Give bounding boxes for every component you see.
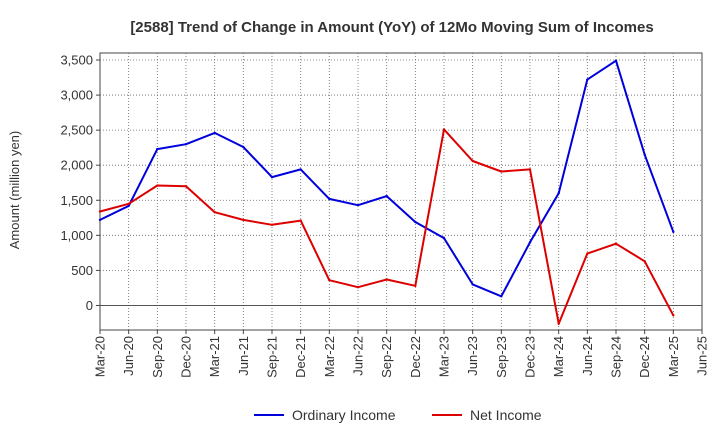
data-point	[528, 241, 532, 244]
data-point	[614, 242, 618, 245]
data-point	[643, 153, 646, 156]
x-tick-label: Sep-24	[609, 336, 624, 378]
y-tick-label: 0	[86, 298, 93, 313]
data-point	[242, 218, 245, 222]
plot-frame	[99, 52, 703, 331]
x-tick-label: Dec-24	[637, 336, 652, 378]
plot-area: 0 500 1,000 1,500 2,000 2,500 3,000 3,500 Mar-20…	[60, 52, 710, 378]
x-tick-label: Jun-20	[121, 336, 136, 376]
x-tick-label: Sep-21	[265, 336, 280, 378]
data-point	[356, 203, 360, 207]
x-tick-label: Dec-23	[523, 336, 538, 378]
data-point	[242, 145, 245, 149]
data-point	[184, 142, 188, 146]
y-axis-label: Amount (million yen)	[7, 131, 22, 250]
data-point	[385, 278, 388, 281]
data-point	[184, 185, 188, 188]
x-tick-label: Mar-23	[437, 336, 452, 377]
x-tick-label: Sep-23	[494, 336, 509, 378]
x-tick-label: Mar-24	[551, 336, 566, 377]
x-tick-label: Dec-22	[408, 336, 423, 378]
data-point	[328, 197, 331, 201]
data-point	[414, 220, 417, 224]
data-point	[156, 147, 159, 151]
data-point	[643, 260, 646, 263]
x-tick-label: Jun-23	[465, 336, 480, 376]
legend-label: Net Income	[470, 407, 542, 423]
data-point	[586, 252, 589, 255]
chart-title: [2588] Trend of Change in Amount (YoY) o…	[130, 19, 653, 36]
data-point	[385, 194, 388, 198]
y-tick-label: 1,000	[60, 228, 93, 243]
data-point	[156, 184, 159, 187]
x-tick-label: Mar-25	[666, 336, 681, 377]
data-point	[471, 283, 474, 286]
x-tick-label: Mar-21	[207, 336, 222, 377]
x-tick-label: Dec-21	[293, 336, 308, 378]
data-point	[356, 286, 360, 289]
data-point	[270, 175, 274, 179]
data-point	[299, 219, 302, 222]
y-tick-label: 3,000	[60, 88, 93, 103]
data-point	[557, 192, 560, 195]
data-point	[672, 314, 675, 317]
data-point	[442, 236, 446, 240]
x-tick-label: Jun-21	[236, 336, 251, 376]
y-tick-label: 3,500	[60, 53, 93, 68]
data-point	[500, 170, 503, 173]
data-point	[127, 204, 130, 208]
x-tick-label: Mar-20	[93, 336, 108, 377]
data-point	[213, 131, 216, 135]
data-point	[270, 223, 274, 227]
data-point	[213, 210, 216, 214]
y-tick-label: 500	[71, 263, 93, 278]
x-tick-label: Sep-22	[379, 336, 394, 378]
data-point	[414, 284, 417, 288]
legend: Ordinary Income Net Income	[254, 407, 542, 423]
x-tick-label: Sep-20	[150, 336, 165, 378]
x-tick-label: Jun-22	[351, 336, 366, 376]
data-point	[127, 202, 130, 205]
x-tick-label: Jun-24	[580, 336, 595, 376]
data-point	[528, 168, 532, 171]
data-point	[557, 322, 560, 325]
data-point	[328, 279, 331, 282]
data-point	[586, 78, 589, 81]
y-tick-label: 1,500	[60, 193, 93, 208]
data-point	[98, 210, 102, 213]
x-tick-label: Jun-25	[695, 336, 710, 376]
data-point	[299, 168, 302, 171]
y-tick-label: 2,000	[60, 158, 93, 173]
data-point	[442, 128, 446, 131]
y-tick-label: 2,500	[60, 123, 93, 138]
data-point	[98, 218, 102, 222]
data-point	[672, 230, 675, 234]
data-point	[614, 59, 618, 62]
legend-label: Ordinary Income	[292, 407, 396, 423]
x-tick-label: Dec-20	[179, 336, 194, 378]
data-point	[500, 295, 503, 298]
x-tick-label: Mar-22	[322, 336, 337, 377]
data-point	[471, 159, 474, 163]
